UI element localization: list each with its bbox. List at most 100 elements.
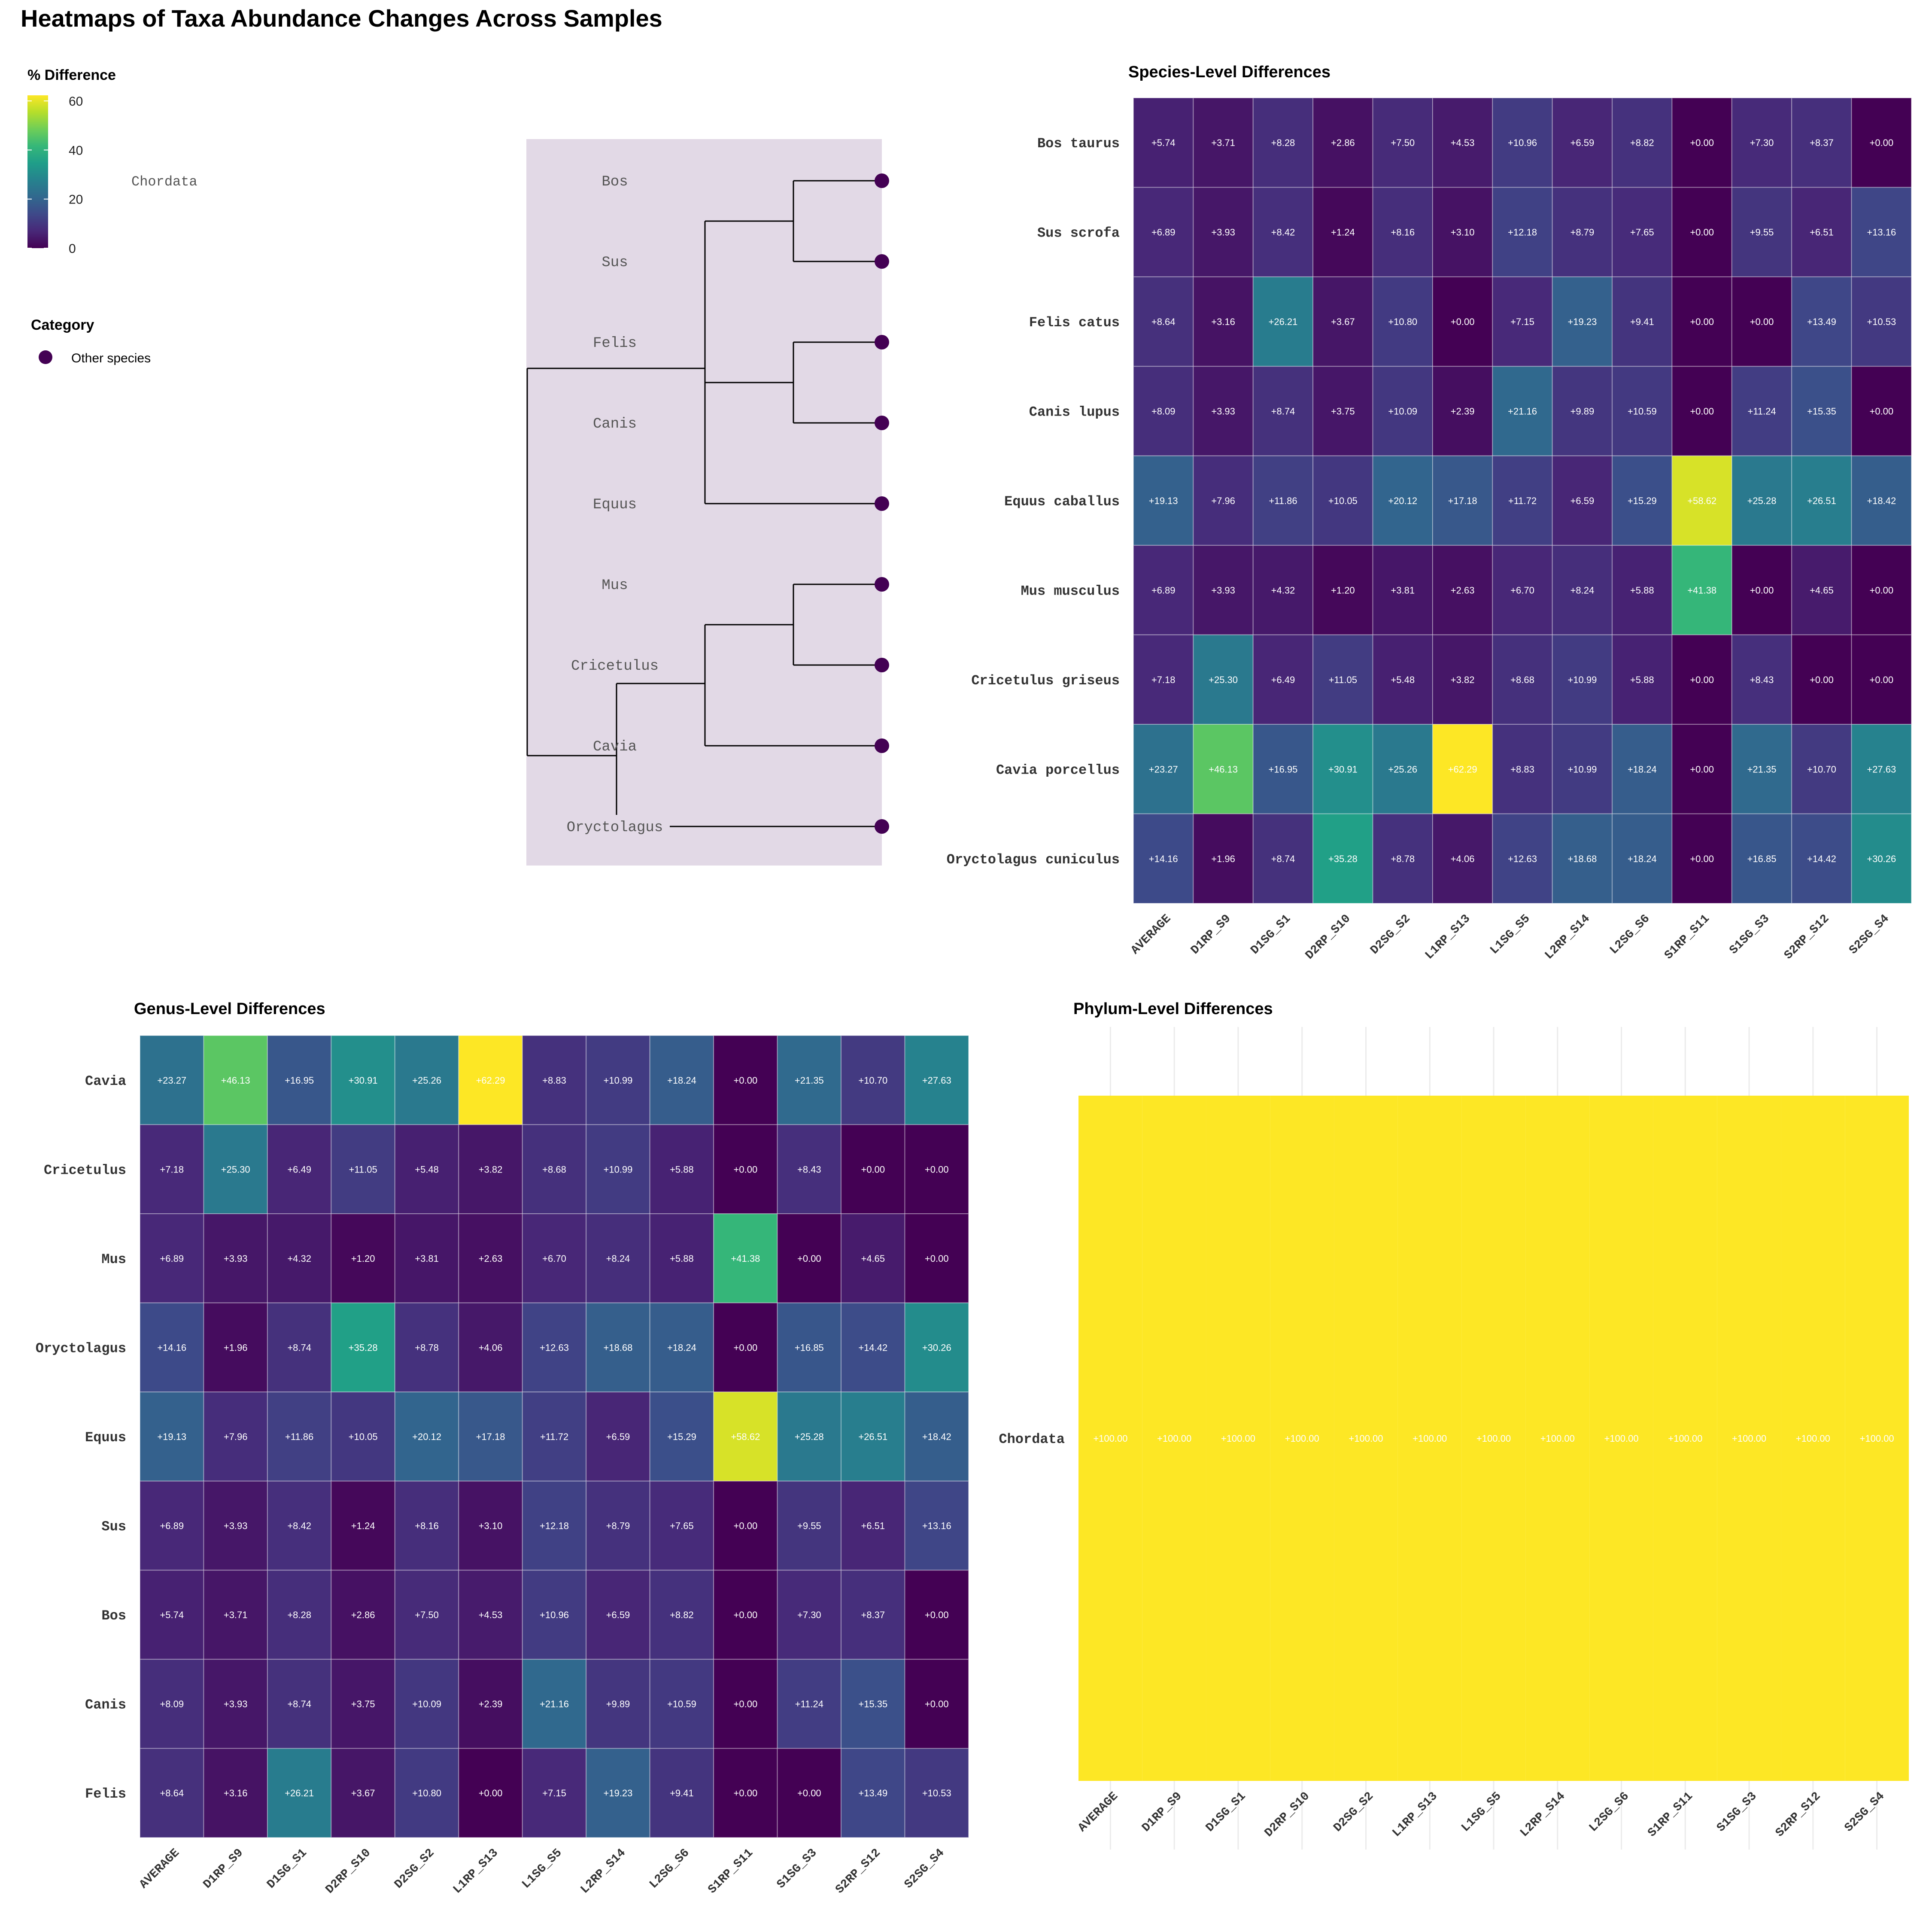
- cell-value-label: +18.42: [922, 1431, 951, 1442]
- heatmap-cell: [140, 1659, 204, 1749]
- heatmap-cell: [713, 1035, 778, 1125]
- cell-value-label: +3.93: [224, 1253, 248, 1264]
- heatmap-cell: [203, 1302, 268, 1393]
- heatmap-cell: [1492, 455, 1553, 546]
- cell-value-label: +1.24: [351, 1521, 375, 1531]
- cell-value-label: +13.16: [922, 1521, 951, 1531]
- heatmap-cell: [267, 1124, 332, 1215]
- cell-value-label: +8.74: [1271, 854, 1295, 864]
- heatmap-cell: [1432, 455, 1493, 546]
- heatmap-cell: [1133, 455, 1194, 546]
- species-heatmap: Species-Level Differences +5.74 +3.71 +8.28…: [947, 63, 1912, 962]
- tree-tip-felis: [875, 335, 889, 349]
- heatmap-cell: [1671, 634, 1732, 725]
- heatmap-cell: [1525, 1096, 1590, 1781]
- x-tick-label: S2SG_S4: [1842, 1789, 1887, 1835]
- heatmap-cell: [1206, 1096, 1270, 1781]
- heatmap-cell: [267, 1213, 332, 1303]
- cell-value-label: +15.29: [1628, 495, 1657, 506]
- cell-value-label: +25.28: [795, 1431, 824, 1442]
- cell-value-label: +100.00: [1668, 1433, 1702, 1444]
- heatmap-cell: [1851, 97, 1912, 188]
- cell-value-label: +30.91: [1328, 764, 1358, 775]
- heatmap-cell: [1612, 545, 1673, 635]
- cell-value-label: +16.85: [1747, 854, 1777, 864]
- x-tick-label: D2RP_S10: [1262, 1789, 1312, 1840]
- cell-value-label: +12.63: [540, 1342, 569, 1353]
- cell-value-label: +18.24: [1628, 764, 1657, 775]
- cell-value-label: +6.70: [1510, 585, 1534, 595]
- heatmap-cell: [1851, 366, 1912, 456]
- heatmap-cell: [1432, 97, 1493, 188]
- heatmap-cell: [1312, 366, 1373, 456]
- cell-value-label: +0.00: [925, 1253, 949, 1264]
- heatmap-cell: [649, 1213, 714, 1303]
- x-tick-label: L1SG_S5: [1488, 912, 1533, 957]
- cell-value-label: +8.79: [606, 1521, 630, 1531]
- y-tick-label: Bos taurus: [1037, 136, 1120, 152]
- y-tick-label: Felis catus: [1029, 315, 1120, 331]
- heatmap-cell: [394, 1302, 459, 1393]
- cell-value-label: +8.64: [1151, 316, 1176, 327]
- cell-value-label: +0.00: [1690, 406, 1714, 417]
- heatmap-cell: [841, 1035, 905, 1125]
- cell-value-label: +10.05: [1328, 495, 1358, 506]
- x-tick-label: S1SG_S3: [1727, 912, 1772, 957]
- heatmap-cell: [1552, 366, 1613, 456]
- cell-value-label: +8.16: [415, 1521, 439, 1531]
- cell-value-label: +46.13: [1209, 764, 1238, 775]
- heatmap-cell: [1552, 455, 1613, 546]
- cell-value-label: +11.86: [1269, 495, 1297, 506]
- heatmap-cell: [777, 1124, 842, 1215]
- heatmap-cell: [904, 1748, 969, 1838]
- cell-value-label: +11.05: [349, 1164, 377, 1175]
- cell-value-label: +8.43: [1750, 674, 1774, 685]
- x-tick-label: L1RP_S13: [1390, 1789, 1440, 1840]
- cell-value-label: +9.55: [797, 1521, 821, 1531]
- x-tick-label: L2SG_S6: [1607, 912, 1653, 957]
- cell-value-label: +14.42: [1807, 854, 1836, 864]
- x-tick-label: S1SG_S3: [775, 1846, 820, 1891]
- heatmap-cell: [1671, 813, 1732, 904]
- heatmap-cell: [1372, 366, 1433, 456]
- heatmap-cell: [1552, 97, 1613, 188]
- cell-value-label: +5.74: [160, 1610, 184, 1620]
- heatmap-cell: [777, 1213, 842, 1303]
- heatmap-cell: [1193, 813, 1254, 904]
- tree-tip-label-equus: Equus: [593, 497, 637, 513]
- cell-value-label: +11.86: [285, 1431, 313, 1442]
- cell-value-label: +41.38: [731, 1253, 760, 1264]
- figure-title: Heatmaps of Taxa Abundance Changes Acros…: [21, 5, 662, 32]
- cell-value-label: +6.51: [861, 1521, 885, 1531]
- cell-value-label: +1.24: [1331, 227, 1355, 238]
- cell-value-label: +7.18: [160, 1164, 184, 1175]
- cell-value-label: +10.70: [1807, 764, 1836, 775]
- cell-value-label: +9.89: [606, 1699, 630, 1710]
- cell-value-label: +9.55: [1750, 227, 1774, 238]
- x-tick-label: AVERAGE: [1076, 1789, 1121, 1835]
- heatmap-cell: [522, 1035, 587, 1125]
- cell-value-label: +3.16: [224, 1788, 248, 1798]
- cell-value-label: +14.16: [1149, 854, 1178, 864]
- y-tick-label: Chordata: [999, 1431, 1065, 1447]
- cell-value-label: +3.93: [1211, 585, 1235, 595]
- cell-value-label: +10.99: [1567, 674, 1597, 685]
- cell-value-label: +0.00: [734, 1075, 758, 1086]
- heatmap-cell: [1372, 634, 1433, 725]
- heatmap-cell: [458, 1124, 523, 1215]
- cell-value-label: +0.00: [1869, 406, 1893, 417]
- heatmap-cell: [1492, 545, 1553, 635]
- heatmap-cell: [1078, 1096, 1142, 1781]
- tree-tip-cricetulus: [875, 658, 889, 672]
- heatmap-cell: [394, 1480, 459, 1571]
- y-tick-label: Mus: [101, 1252, 126, 1267]
- hm-phylum-title: Phylum-Level Differences: [1073, 1000, 1273, 1018]
- cell-value-label: +17.18: [1448, 495, 1477, 506]
- cell-value-label: +6.89: [160, 1521, 184, 1531]
- cell-value-label: +25.30: [221, 1164, 250, 1175]
- cell-value-label: +8.24: [606, 1253, 630, 1264]
- heatmap-cell: [1461, 1096, 1526, 1781]
- heatmap-cell: [203, 1391, 268, 1482]
- cell-value-label: +8.74: [287, 1342, 311, 1353]
- cell-value-label: +0.00: [1869, 674, 1893, 685]
